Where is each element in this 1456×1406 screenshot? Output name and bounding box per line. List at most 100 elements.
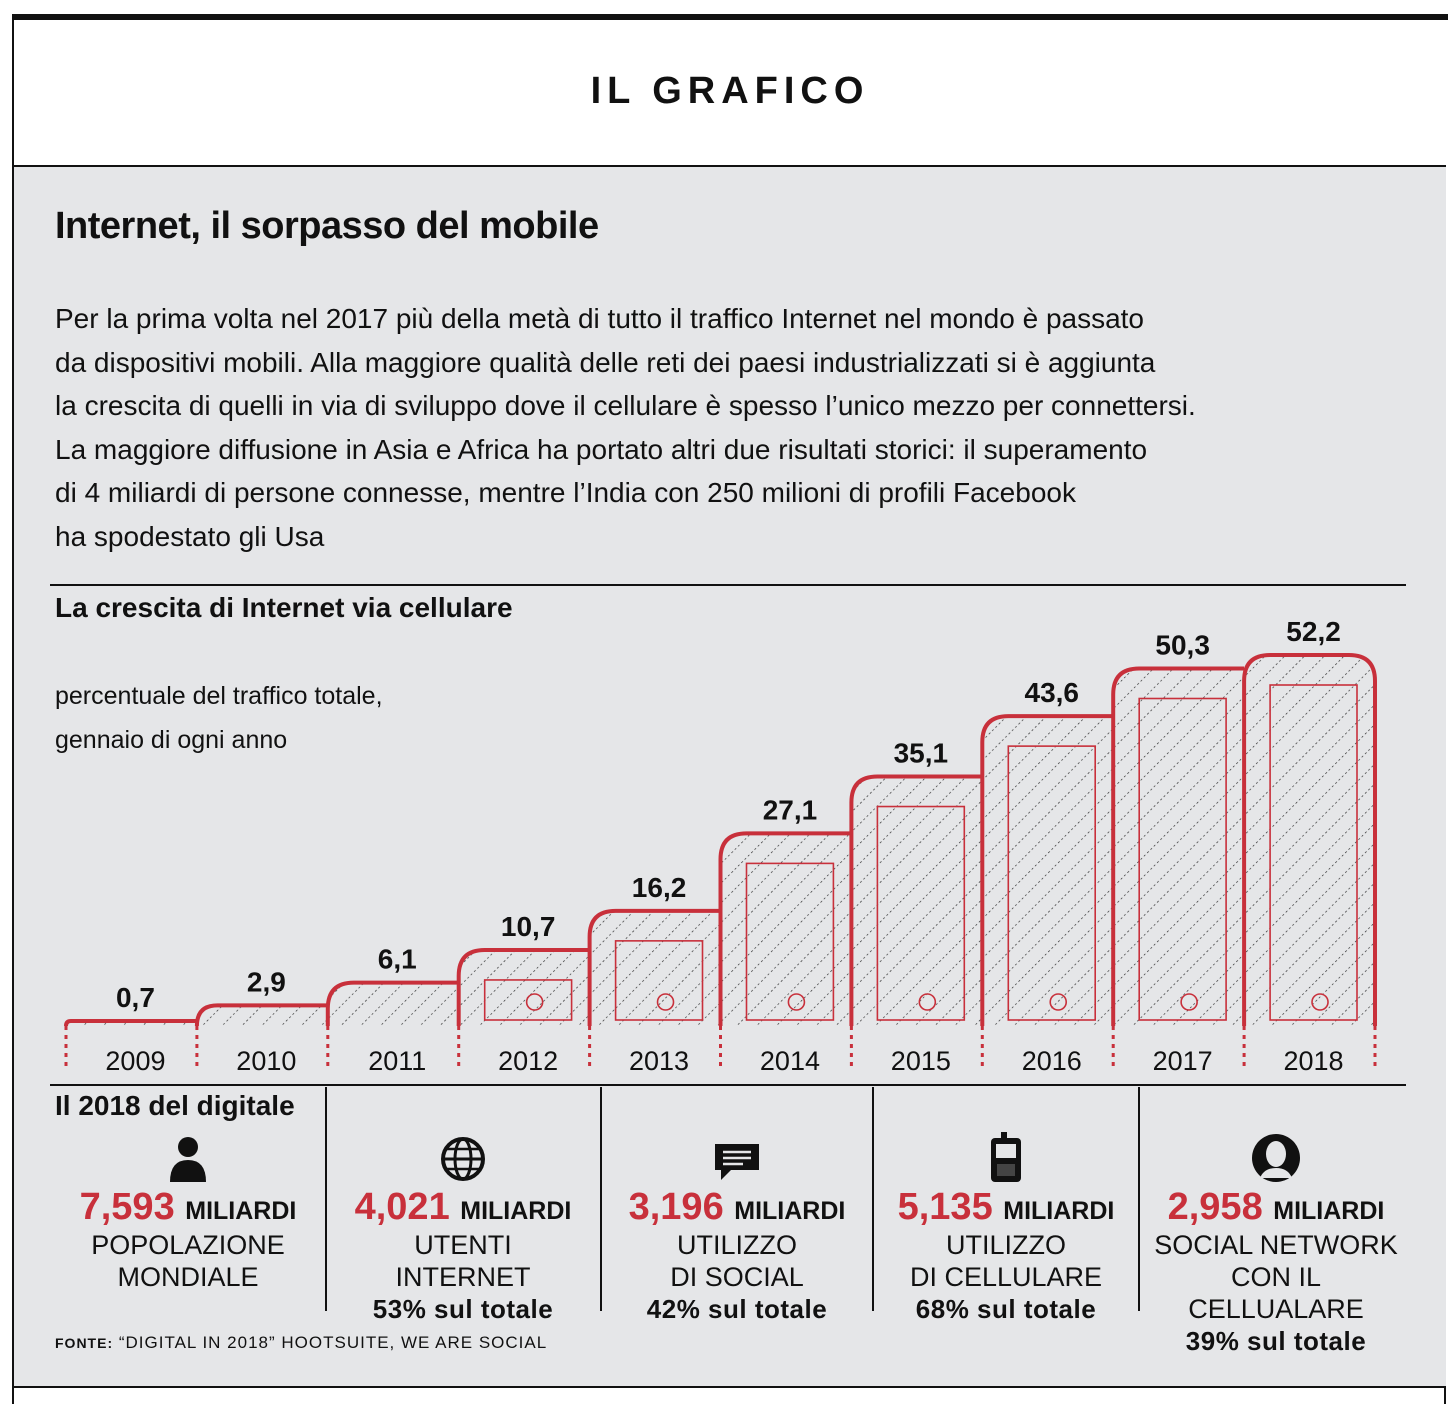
stat-mobile-social: 2,958 MILIARDI SOCIAL NETWORK CON IL CEL… (1140, 1130, 1412, 1357)
intro-line: da dispositivi mobili. Alla maggiore qua… (55, 346, 1156, 378)
column-separator (1138, 1087, 1140, 1311)
phone-screen-2017 (1138, 697, 1227, 1021)
chart-axis-label: percentuale del traffico totale, gennaio… (55, 674, 383, 762)
stat-number-line: 4,021 MILIARDI (327, 1186, 599, 1229)
chart-title: La crescita di Internet via cellulare (55, 592, 513, 623)
bar-outline-2009 (64, 1019, 197, 1027)
source-prefix: FONTE: (55, 1335, 114, 1351)
cellphone-icon (874, 1130, 1138, 1182)
divider (50, 584, 1406, 586)
stat-unit: MILIARDI (460, 1197, 572, 1225)
axis-label-line: gennaio di ogni anno (55, 726, 288, 754)
value-label: 52,2 (1286, 616, 1341, 647)
bar-outline-2013 (587, 908, 721, 1026)
value-label: 27,1 (763, 794, 818, 825)
phone-screen-2012 (483, 979, 573, 1021)
bar-outline-2014 (718, 831, 852, 1026)
stat-label: CON IL CELLUALARE (1188, 1262, 1364, 1324)
profile-icon (1140, 1130, 1412, 1182)
intro-line: ha spodestato gli Usa (55, 520, 325, 552)
digital-title: Il 2018 del digitale (55, 1090, 295, 1121)
bar-2010 (196, 1005, 328, 1026)
bar-2018 (1244, 655, 1375, 1026)
intro-line: la crescita di quelli in via di sviluppo… (55, 390, 1196, 421)
stat-unit: MILIARDI (734, 1197, 846, 1225)
stat-number: 3,196 (628, 1186, 724, 1228)
bar-2015 (851, 776, 983, 1026)
phone-screen-2013 (614, 940, 704, 1021)
phone-screen-2014 (745, 862, 835, 1021)
bar-outline-2010 (194, 1003, 328, 1027)
bar-outline-2012 (456, 947, 590, 1026)
stat-percentage: 39% sul totale (1185, 1326, 1367, 1356)
bar-outline-2015 (849, 774, 983, 1026)
year-label: 2016 (1022, 1046, 1082, 1076)
stat-label: DI CELLULARE (909, 1262, 1103, 1292)
phone-button-2017 (1180, 993, 1198, 1011)
stat-number: 4,021 (354, 1186, 450, 1228)
bar-2014 (720, 833, 852, 1026)
stat-social-usage: 3,196 MILIARDI UTILIZZO DI SOCIAL 42% su… (602, 1130, 872, 1325)
bar-2013 (589, 910, 721, 1026)
source-note: FONTE: “DIGITAL IN 2018” HOOTSUITE, WE A… (55, 1333, 547, 1353)
intro-line: Per la prima volta nel 2017 più della me… (55, 303, 1145, 334)
bar-2012 (458, 949, 590, 1026)
bar-2011 (327, 982, 459, 1026)
year-label: 2011 (368, 1046, 426, 1076)
globe-icon (327, 1130, 599, 1182)
year-label: 2014 (760, 1046, 820, 1076)
stat-percentage: 68% sul totale (915, 1294, 1097, 1324)
stat-number-line: 2,958 MILIARDI (1140, 1186, 1412, 1229)
value-label: 6,1 (378, 944, 417, 975)
year-label: 2009 (105, 1046, 165, 1076)
phone-button-2012 (525, 993, 544, 1011)
stat-unit: MILIARDI (1273, 1197, 1385, 1225)
intro-line: di 4 miliardi di persone connesse, mentr… (55, 477, 1076, 508)
phone-button-2016 (1049, 993, 1068, 1011)
value-label: 2,9 (247, 966, 286, 997)
stat-cellphone-usage: 5,135 MILIARDI UTILIZZO DI CELLULARE 68%… (874, 1130, 1138, 1325)
year-label: 2017 (1153, 1046, 1213, 1076)
value-label: 0,7 (116, 982, 155, 1013)
divider (50, 1084, 1406, 1086)
stat-label: MONDIALE (117, 1262, 259, 1292)
bottom-border (14, 1386, 1446, 1388)
phone-button-2014 (787, 993, 806, 1011)
stat-number-line: 3,196 MILIARDI (602, 1186, 872, 1229)
stat-label: INTERNET (395, 1262, 531, 1292)
header: IL GRAFICO (14, 20, 1446, 167)
stat-number-line: 5,135 MILIARDI (874, 1186, 1138, 1229)
stat-label: UTILIZZO (946, 1230, 1066, 1260)
bar-outline-2017 (1111, 666, 1245, 1026)
stat-number-line: 7,593 MILIARDI (52, 1186, 324, 1229)
value-label: 50,3 (1155, 630, 1210, 661)
stat-number: 2,958 (1167, 1186, 1263, 1228)
top-border (12, 14, 1448, 20)
value-label: 10,7 (501, 911, 556, 942)
phone-button-2015 (918, 993, 937, 1011)
bar-2017 (1113, 668, 1245, 1026)
phone-button-2013 (656, 993, 675, 1011)
stat-label: POPOLAZIONE (91, 1230, 285, 1260)
bar-outline-2016 (980, 714, 1114, 1026)
column-separator (325, 1087, 327, 1311)
person-icon (52, 1130, 324, 1182)
bar-outline-2011 (325, 980, 459, 1026)
year-label: 2018 (1284, 1046, 1344, 1076)
bar-2016 (982, 716, 1114, 1026)
page-title: Internet, il sorpasso del mobile (55, 205, 599, 247)
stat-label: DI SOCIAL (670, 1262, 804, 1292)
axis-label-line: percentuale del traffico totale, (55, 682, 383, 710)
year-label: 2012 (498, 1046, 558, 1076)
value-label: 16,2 (632, 872, 687, 903)
stat-label: SOCIAL NETWORK (1154, 1230, 1398, 1260)
header-title: IL GRAFICO (590, 70, 870, 112)
intro-line: La maggiore diffusione in Asia e Africa … (55, 433, 1148, 465)
source-text: “DIGITAL IN 2018” HOOTSUITE, WE ARE SOCI… (118, 1333, 548, 1352)
bar-outline-2018 (1242, 653, 1377, 1026)
stat-unit: MILIARDI (185, 1197, 297, 1225)
chat-icon (602, 1130, 872, 1182)
value-label: 43,6 (1025, 677, 1080, 708)
year-label: 2015 (891, 1046, 951, 1076)
column-separator (600, 1087, 602, 1311)
